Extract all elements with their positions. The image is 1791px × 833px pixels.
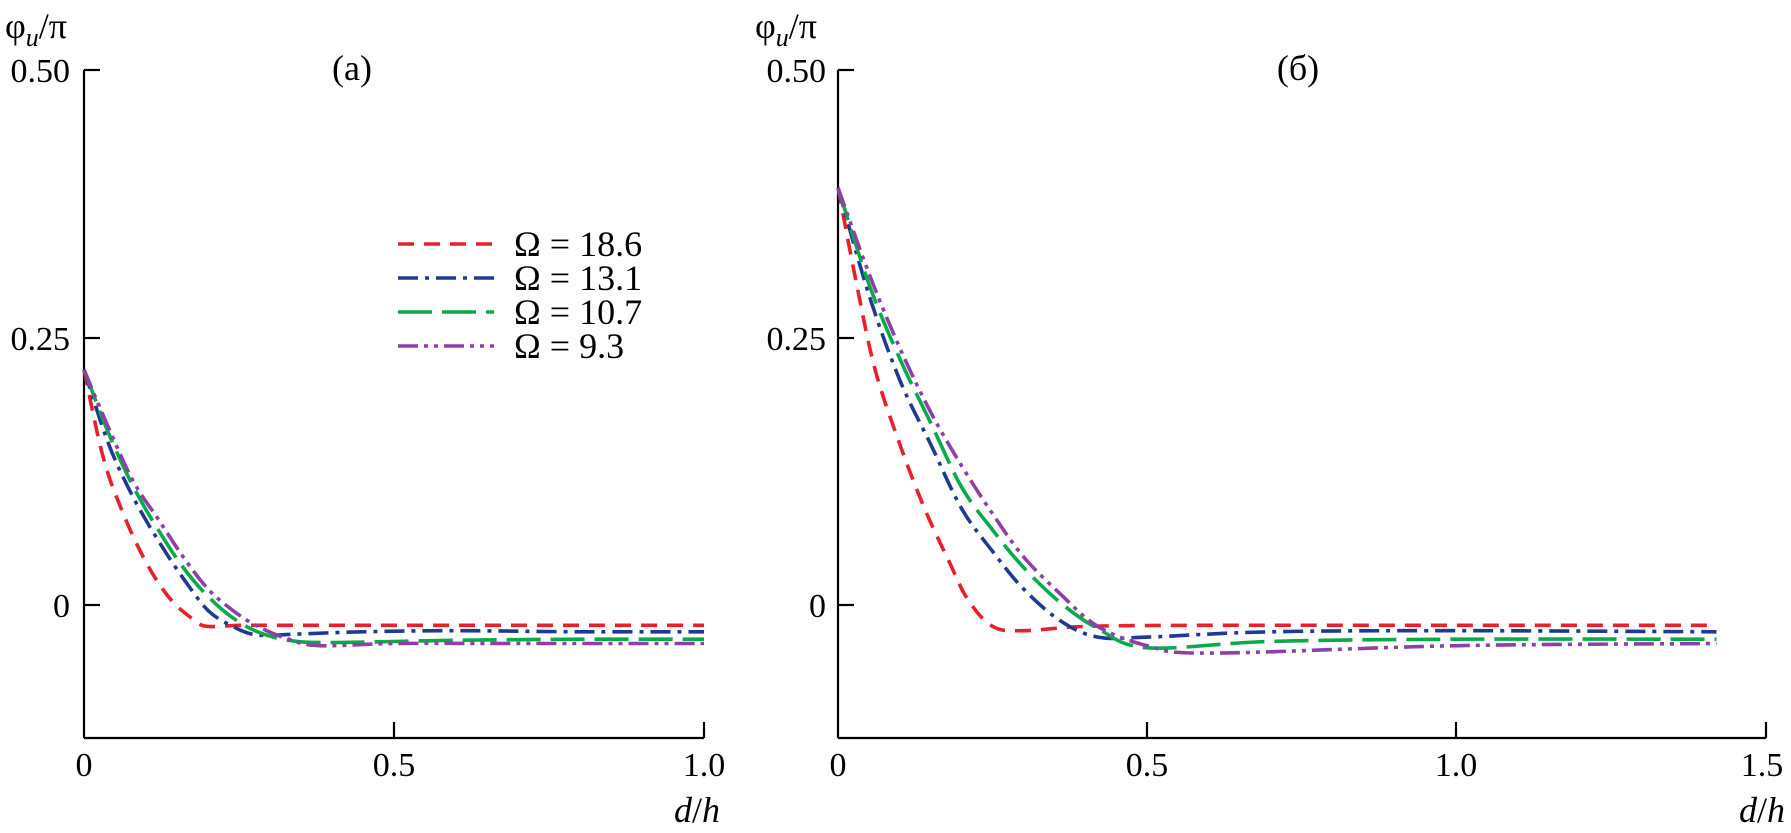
panel-a-series bbox=[82, 368, 705, 648]
panel-a-y-axis-title: φu/π bbox=[5, 6, 67, 52]
legend: Ω = 18.6 Ω = 13.1 Ω = 10.7 Ω = 9.3 bbox=[398, 224, 642, 366]
panel-b-xtick-label-15: 1.5 bbox=[1741, 747, 1784, 784]
panel-b-series-line-3 bbox=[836, 187, 1717, 650]
panel-b-series-line-1 bbox=[836, 187, 1717, 633]
panel-b-series-line-2 bbox=[836, 187, 1717, 641]
panel-a-xtick-label-05: 0.5 bbox=[373, 747, 416, 784]
panel-a-xtick-label-10: 1.0 bbox=[683, 747, 726, 784]
panel-a-series-line-2 bbox=[82, 369, 705, 638]
panel-b-series bbox=[836, 187, 1717, 655]
panel-a-x-axis-title: d/h bbox=[674, 790, 720, 830]
panel-b-xtick-label-0: 0 bbox=[830, 747, 847, 784]
panel-b-ytick-label-0: 0 bbox=[809, 588, 826, 625]
panel-b-xtick-label-10: 1.0 bbox=[1435, 747, 1478, 784]
panel-b-ytick-label-050: 0.50 bbox=[767, 53, 827, 90]
panel-b-x-axis-title: d/h bbox=[1739, 790, 1785, 830]
panel-a-label: (a) bbox=[332, 48, 372, 88]
panel-a-series-line-3 bbox=[82, 368, 705, 645]
legend-entry-4: Ω = 9.3 bbox=[514, 326, 624, 366]
panel-b-y-axis-title: φu/π bbox=[755, 6, 817, 52]
legend-entry-1: Ω = 18.6 bbox=[514, 224, 642, 264]
panel-b-label: (б) bbox=[1277, 48, 1319, 88]
panel-b-series-line-4 bbox=[836, 187, 1717, 655]
panel-a-ytick-label-025: 0.25 bbox=[11, 321, 71, 358]
legend-entry-2: Ω = 13.1 bbox=[514, 258, 642, 298]
legend-entry-3: Ω = 10.7 bbox=[514, 292, 642, 332]
panel-b-ytick-label-025: 0.25 bbox=[767, 321, 827, 358]
panel-b-xtick-label-05: 0.5 bbox=[1126, 747, 1169, 784]
panel-a-ytick-label-050: 0.50 bbox=[11, 53, 71, 90]
panel-a-ytick-label-0: 0 bbox=[53, 588, 70, 625]
panel-a-series-line-4 bbox=[82, 368, 704, 648]
panel-a: φu/π (a) 0.50 0.25 0 0 0.5 1.0 d/h bbox=[5, 6, 725, 830]
panel-a-xtick-label-0: 0 bbox=[76, 747, 93, 784]
panel-b: φu/π (б) 0.50 0.25 0 0 0.5 1.0 1.5 d/h bbox=[755, 6, 1785, 830]
panel-a-series-line-1 bbox=[82, 369, 704, 629]
